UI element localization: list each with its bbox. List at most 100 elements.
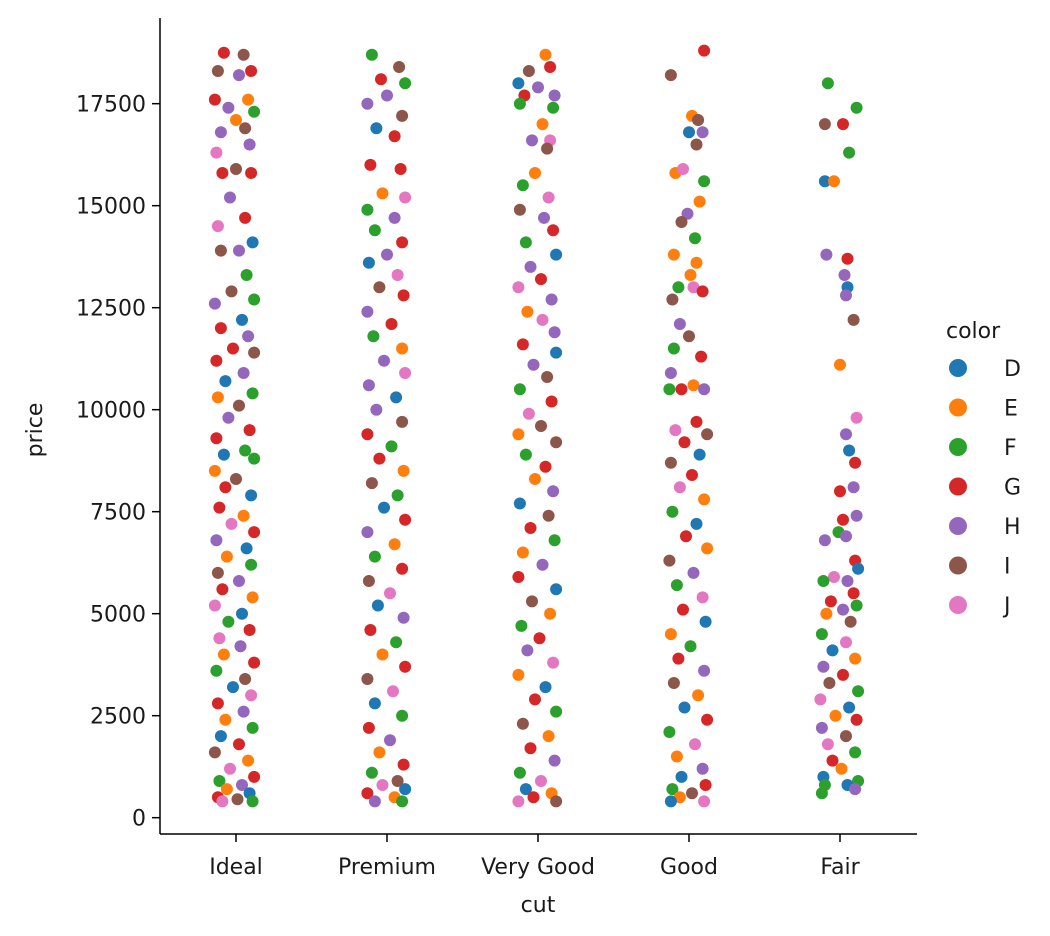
x-tick-label: Very Good xyxy=(481,855,595,880)
x-axis-label: cut xyxy=(521,893,556,918)
data-point xyxy=(550,795,563,808)
data-point xyxy=(513,203,526,216)
data-point xyxy=(544,61,557,73)
data-point xyxy=(388,538,401,551)
data-point xyxy=(248,770,261,783)
data-point xyxy=(847,481,860,494)
data-point xyxy=(240,542,253,555)
data-point xyxy=(210,432,223,445)
data-point xyxy=(397,289,410,302)
data-point xyxy=(696,762,709,775)
data-point xyxy=(370,122,383,135)
data-point xyxy=(693,195,706,208)
data-point xyxy=(681,207,694,220)
data-point xyxy=(242,93,255,106)
data-point xyxy=(512,77,525,90)
legend-marker xyxy=(949,398,967,417)
data-point xyxy=(519,448,532,461)
data-point xyxy=(542,730,555,743)
legend-label: I xyxy=(1004,555,1011,580)
data-point xyxy=(692,114,705,126)
data-point xyxy=(683,126,695,139)
data-point xyxy=(245,65,258,77)
legend-marker xyxy=(949,477,967,496)
data-point xyxy=(849,746,862,759)
data-point xyxy=(696,126,709,139)
data-point xyxy=(850,411,863,424)
data-point xyxy=(823,677,836,689)
data-point xyxy=(362,379,375,392)
data-point xyxy=(376,648,389,661)
data-point xyxy=(233,244,245,257)
y-tick-label: 5000 xyxy=(90,603,146,628)
data-point xyxy=(210,664,223,677)
data-point xyxy=(399,660,412,673)
data-point xyxy=(222,101,235,114)
legend-marker xyxy=(949,438,967,456)
data-point xyxy=(513,383,526,396)
data-point xyxy=(371,599,384,612)
data-point xyxy=(547,485,560,498)
data-point xyxy=(397,611,410,624)
data-point xyxy=(396,562,409,575)
data-point xyxy=(245,489,258,502)
data-point xyxy=(512,281,525,294)
data-point xyxy=(536,313,549,326)
data-point xyxy=(686,787,698,800)
data-point xyxy=(550,346,563,359)
data-point xyxy=(817,660,830,673)
data-point xyxy=(840,636,852,649)
data-point xyxy=(364,158,377,171)
data-point xyxy=(521,644,534,657)
y-tick-label: 10000 xyxy=(76,399,146,424)
data-point xyxy=(239,673,252,685)
data-point xyxy=(399,513,412,526)
data-point xyxy=(236,313,248,326)
data-point xyxy=(378,501,390,514)
data-point xyxy=(381,89,393,102)
data-point xyxy=(208,464,221,477)
data-point xyxy=(539,681,552,694)
data-point xyxy=(664,628,677,641)
data-point xyxy=(362,256,375,269)
data-point xyxy=(536,118,549,131)
data-point xyxy=(852,685,865,698)
data-point xyxy=(829,709,842,722)
data-point xyxy=(211,65,224,77)
data-point xyxy=(699,779,712,791)
data-point xyxy=(225,517,238,530)
data-point xyxy=(818,534,831,547)
data-point xyxy=(545,293,558,306)
data-point xyxy=(541,142,554,155)
data-point xyxy=(364,624,377,636)
data-point xyxy=(522,407,535,420)
data-point xyxy=(230,473,242,485)
data-point xyxy=(683,330,695,343)
data-point xyxy=(396,342,409,355)
data-point xyxy=(233,69,245,82)
data-point xyxy=(840,530,852,543)
data-point xyxy=(222,615,235,628)
data-point xyxy=(516,338,529,351)
data-point xyxy=(396,109,409,122)
data-point xyxy=(535,775,547,787)
data-point xyxy=(378,354,390,367)
data-point xyxy=(233,738,245,751)
data-point xyxy=(673,481,686,494)
data-point xyxy=(365,48,378,61)
data-point xyxy=(393,61,406,73)
data-point xyxy=(817,575,830,587)
data-point xyxy=(248,346,261,359)
data-point xyxy=(211,566,224,579)
data-point xyxy=(815,721,828,734)
data-point xyxy=(536,558,549,571)
data-point xyxy=(512,571,525,583)
data-point xyxy=(841,252,854,265)
data-point xyxy=(701,542,714,555)
data-point xyxy=(548,534,561,547)
data-point xyxy=(248,293,261,306)
data-point xyxy=(690,415,703,428)
data-point xyxy=(664,456,677,469)
data-point xyxy=(234,640,247,653)
data-point xyxy=(243,624,256,636)
